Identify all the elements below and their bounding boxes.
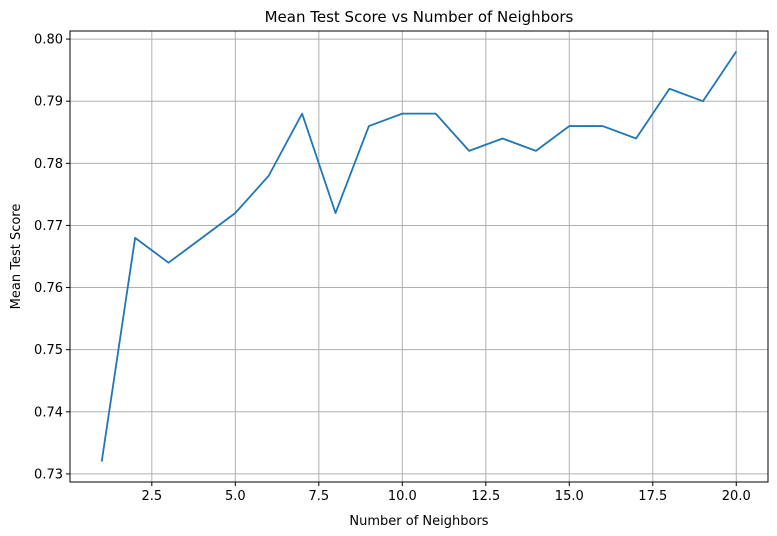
y-tick-label: 0.80 — [34, 33, 63, 48]
y-tick-label: 0.74 — [34, 405, 63, 420]
x-tick-label: 5.0 — [225, 489, 246, 504]
chart-title: Mean Test Score vs Number of Neighbors — [265, 8, 574, 26]
y-tick-label: 0.73 — [34, 467, 63, 482]
grid — [70, 31, 768, 482]
y-axis-label: Mean Test Score — [9, 204, 24, 310]
y-tick-label: 0.79 — [34, 95, 63, 110]
x-tick-label: 7.5 — [308, 489, 329, 504]
x-axis-label: Number of Neighbors — [349, 514, 488, 529]
series-line — [100, 50, 738, 462]
y-tick-label: 0.75 — [34, 343, 63, 358]
y-tick-label: 0.78 — [34, 157, 63, 172]
axis-ticks: 2.5 5.0 7.5 10.0 12.5 15.0 17.5 20.0 0.73 0.74 0.7… — [34, 33, 751, 504]
x-tick-label: 10.0 — [388, 489, 417, 504]
x-tick-label: 17.5 — [638, 489, 667, 504]
y-tick-label: 0.77 — [34, 219, 63, 234]
x-tick-label: 2.5 — [141, 489, 162, 504]
x-tick-label: 20.0 — [722, 489, 751, 504]
series-layer — [100, 50, 738, 462]
y-tick-label: 0.76 — [34, 281, 63, 296]
x-tick-label: 15.0 — [555, 489, 584, 504]
x-tick-label: 12.5 — [471, 489, 500, 504]
plot-frame — [69, 30, 769, 483]
